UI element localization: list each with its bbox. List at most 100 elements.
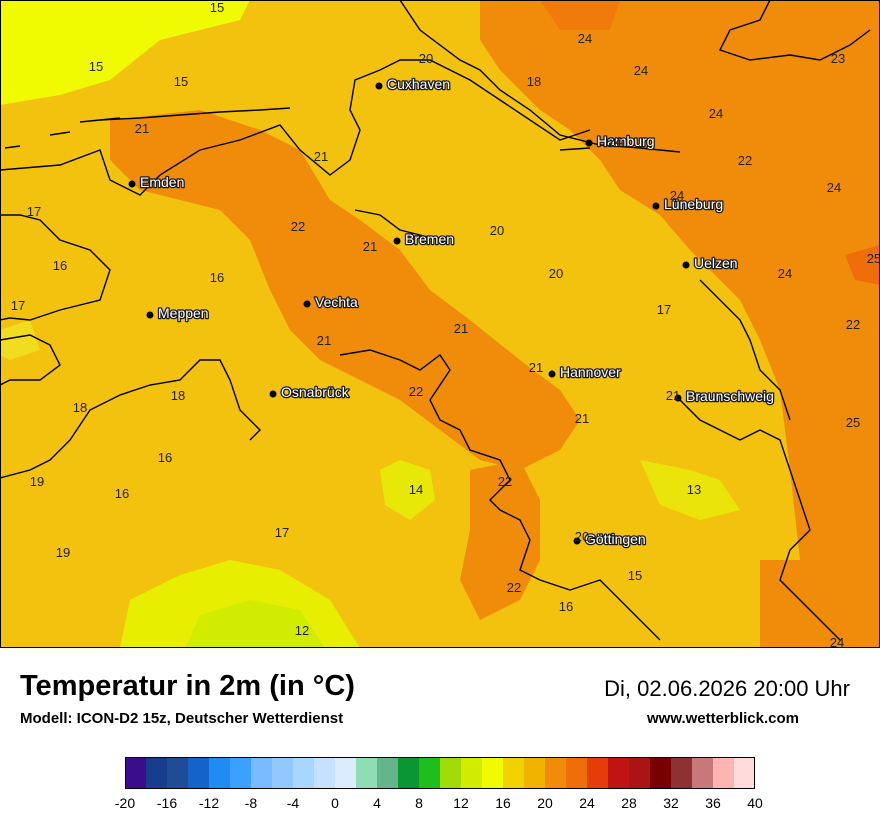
temp-value: 21 (666, 388, 680, 403)
temp-value: 18 (73, 400, 87, 415)
legend-swatch (629, 757, 650, 789)
temp-value: 15 (89, 59, 103, 74)
temp-value: 20 (490, 223, 504, 238)
temp-value: 20 (419, 51, 433, 66)
warm-zone-south (460, 460, 540, 620)
temp-value: 22 (507, 580, 521, 595)
legend-tick-label: -16 (156, 795, 178, 811)
temp-value: 21 (575, 411, 589, 426)
model-info: Modell: ICON-D2 15z, Deutscher Wetterdie… (20, 710, 344, 727)
legend-tick-label: 32 (663, 795, 679, 811)
legend-swatch (650, 757, 671, 789)
temp-value: 25 (846, 415, 860, 430)
warm-zone-north-east (480, 0, 880, 648)
city-label-hamburg: Hamburg (597, 133, 655, 149)
city-cuxhaven: Cuxhaven (375, 75, 451, 93)
legend-tick-label: 28 (621, 795, 637, 811)
legend-tick-label: 12 (453, 795, 469, 811)
legend-tick-label: 16 (495, 795, 511, 811)
temp-value: 22 (291, 219, 305, 234)
legend-border (125, 757, 755, 789)
temp-value: 22 (409, 384, 423, 399)
legend-swatch (146, 757, 167, 789)
legend-swatch (671, 757, 692, 789)
legend-swatch (545, 757, 566, 789)
legend-tick-label: -20 (114, 795, 136, 811)
legend-tick-label: 20 (537, 795, 553, 811)
city-label-goettingen: Göttingen (585, 531, 646, 547)
warm-zone-center (110, 110, 580, 470)
legend-tick-label: 0 (331, 795, 339, 811)
legend-swatch (461, 757, 482, 789)
legend-tick-label: 4 (373, 795, 381, 811)
legend-swatch (419, 757, 440, 789)
legend-swatch (272, 757, 293, 789)
temp-value: 17 (657, 302, 671, 317)
temp-value: 12 (295, 623, 309, 638)
city-label-vechta: Vechta (315, 294, 358, 310)
city-meppen: Meppen (146, 304, 210, 322)
temp-value: 21 (529, 360, 543, 375)
city-hamburg: Hamburg (585, 132, 656, 150)
temp-value: 21 (317, 333, 331, 348)
temp-value: 17 (27, 204, 41, 219)
hot-spot-east (845, 245, 880, 285)
temp-value: 13 (687, 482, 701, 497)
temperature-values: 15 15 15 20 18 24 24 23 24 21 21 22 24 2… (11, 0, 880, 648)
temp-value: 19 (56, 545, 70, 560)
legend-tick-label: 40 (747, 795, 763, 811)
legend-swatch (251, 757, 272, 789)
legend-swatch (188, 757, 209, 789)
legend-swatch (377, 757, 398, 789)
temp-value: 24 (634, 63, 648, 78)
legend-swatch (230, 757, 251, 789)
city-hannover: Hannover (548, 363, 622, 381)
cool-zone-west (0, 320, 40, 360)
city-osnabrueck: Osnabrück (269, 383, 351, 401)
legend-swatch (167, 757, 188, 789)
legend-swatch (524, 757, 545, 789)
legend-swatch (566, 757, 587, 789)
legend-tick-label: 36 (705, 795, 721, 811)
website-link[interactable]: www.wetterblick.com (647, 710, 799, 727)
legend-swatch (482, 757, 503, 789)
temp-value: 15 (210, 0, 224, 15)
temperature-map: Cuxhaven Hamburg Emden Lüneburg Bremen U… (0, 0, 880, 648)
legend-swatch (503, 757, 524, 789)
temp-value: 24 (830, 635, 844, 648)
legend-swatch (335, 757, 356, 789)
temp-value: 16 (158, 450, 172, 465)
temp-value: 24 (670, 188, 684, 203)
legend-swatch (314, 757, 335, 789)
temp-value: 16 (210, 270, 224, 285)
legend-swatch (440, 757, 461, 789)
legend-swatch (125, 757, 146, 789)
temp-value: 21 (454, 321, 468, 336)
temp-value: 24 (608, 134, 622, 149)
legend-swatch (209, 757, 230, 789)
city-markers: Cuxhaven Hamburg Emden Lüneburg Bremen U… (128, 75, 775, 548)
temp-value: 25 (867, 251, 880, 266)
legend-tick-label: -12 (198, 795, 220, 811)
temp-value: 22 (498, 474, 512, 489)
temp-value: 19 (30, 474, 44, 489)
city-label-emden: Emden (140, 174, 184, 190)
footer: Temperatur in 2m (in °C) Modell: ICON-D2… (0, 648, 880, 830)
coastlines (0, 0, 871, 641)
legend-tick-label: -8 (244, 795, 258, 811)
temp-value: 21 (314, 149, 328, 164)
city-label-osnabrueck: Osnabrück (281, 384, 350, 400)
city-emden: Emden (128, 173, 186, 191)
temp-value: 20 (549, 266, 563, 281)
city-label-cuxhaven: Cuxhaven (387, 76, 450, 92)
city-goettingen: Göttingen (573, 530, 647, 548)
temp-value: 15 (628, 568, 642, 583)
legend-tick-label: 24 (579, 795, 595, 811)
city-vechta: Vechta (303, 293, 359, 311)
hot-spot-north (540, 0, 620, 30)
legend-tick-label: -4 (286, 795, 300, 811)
temp-value: 24 (827, 180, 841, 195)
temp-value: 21 (135, 121, 149, 136)
temp-value: 16 (53, 258, 67, 273)
temp-value: 16 (115, 486, 129, 501)
